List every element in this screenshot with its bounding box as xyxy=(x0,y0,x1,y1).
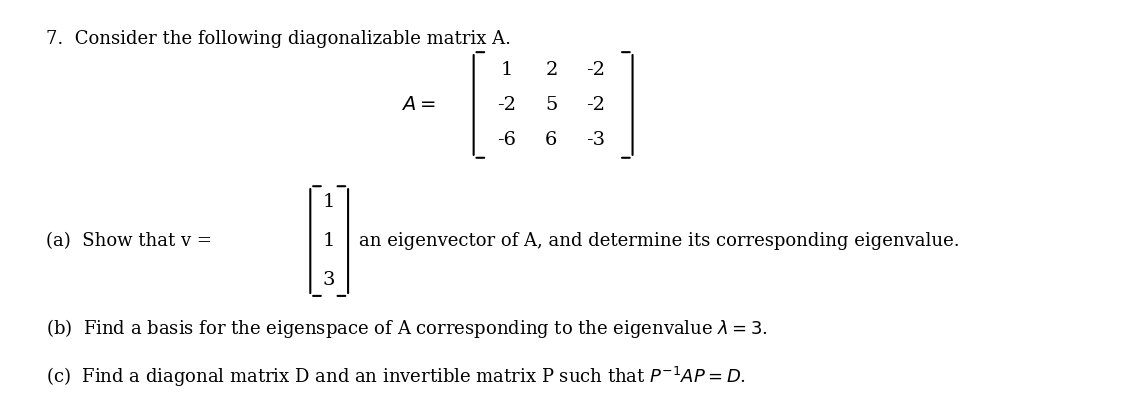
Text: -6: -6 xyxy=(498,130,517,148)
Text: 1: 1 xyxy=(323,193,335,211)
Text: 2: 2 xyxy=(545,61,558,79)
Text: 1: 1 xyxy=(501,61,514,79)
Text: 7.  Consider the following diagonalizable matrix A.: 7. Consider the following diagonalizable… xyxy=(46,30,510,48)
Text: -2: -2 xyxy=(587,96,606,114)
Text: (a)  Show that v =: (a) Show that v = xyxy=(46,232,211,250)
Text: (c)  Find a diagonal matrix D and an invertible matrix P such that $P^{-1}AP = D: (c) Find a diagonal matrix D and an inve… xyxy=(46,365,746,389)
Text: an eigenvector of A, and determine its corresponding eigenvalue.: an eigenvector of A, and determine its c… xyxy=(360,232,960,250)
Text: 6: 6 xyxy=(545,130,558,148)
Text: -2: -2 xyxy=(498,96,517,114)
Text: -2: -2 xyxy=(587,61,606,79)
Text: 3: 3 xyxy=(323,271,335,289)
Text: -3: -3 xyxy=(587,130,606,148)
Text: (b)  Find a basis for the eigenspace of A corresponding to the eigenvalue $\lamb: (b) Find a basis for the eigenspace of A… xyxy=(46,317,768,340)
Text: $A =$: $A =$ xyxy=(401,96,436,114)
Text: 1: 1 xyxy=(323,232,335,250)
Text: 5: 5 xyxy=(545,96,558,114)
